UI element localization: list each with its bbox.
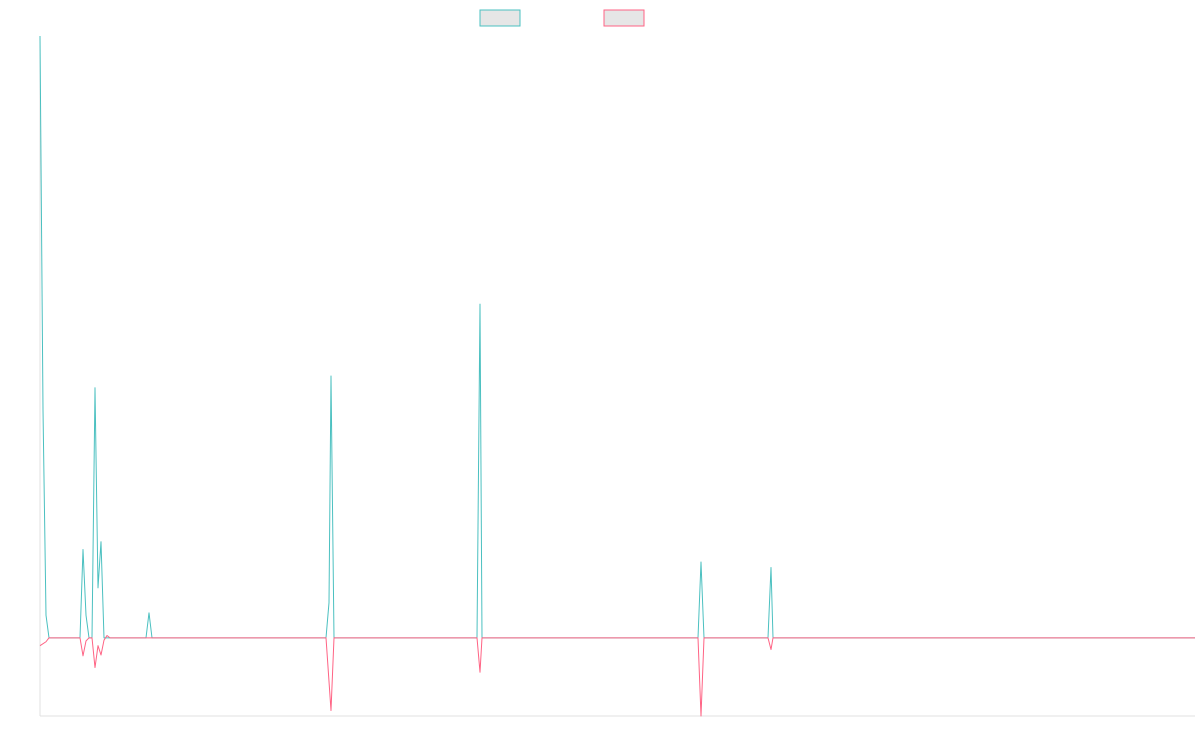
legend-swatch (603, 9, 645, 27)
series-line (39, 35, 1195, 639)
legend-swatch (479, 9, 521, 27)
series-line (39, 634, 1195, 717)
